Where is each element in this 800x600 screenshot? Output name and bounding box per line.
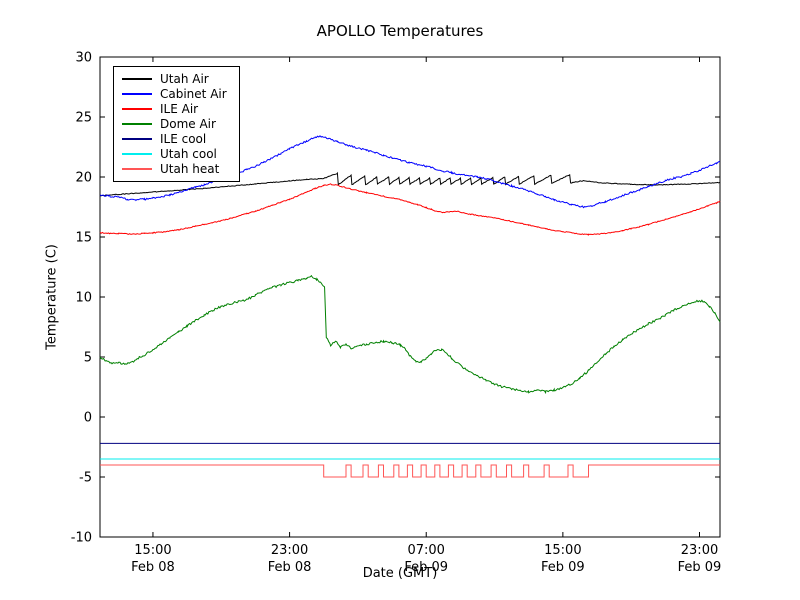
legend-label: Utah heat (160, 162, 220, 176)
legend-line-sample-utah-heat (122, 168, 152, 170)
legend-line-sample-utah-cool (122, 153, 152, 155)
legend-item-utah-heat: Utah heat (122, 162, 227, 176)
y-tick-label: 20 (75, 171, 92, 186)
y-tick-label: 0 (84, 411, 92, 426)
y-tick-label: 30 (75, 51, 92, 66)
x-tick-date-label: Feb 08 (131, 560, 175, 575)
x-tick-time-label: 15:00 (134, 543, 171, 558)
legend-label: Utah Air (160, 72, 209, 86)
y-tick-label: -5 (79, 471, 92, 486)
legend-label: ILE cool (160, 132, 207, 146)
y-tick-label: 5 (84, 351, 92, 366)
x-tick-date-label: Feb 08 (268, 560, 312, 575)
x-tick-time-label: 15:00 (544, 543, 581, 558)
legend-item-ile-air: ILE Air (122, 102, 227, 116)
series-utah-air (100, 171, 721, 197)
y-tick-label: 15 (75, 231, 92, 246)
x-tick-date-label: Feb 09 (404, 560, 448, 575)
legend-item-utah-air: Utah Air (122, 72, 227, 86)
y-tick-label: 10 (75, 291, 92, 306)
legend-line-sample-ile-cool (122, 138, 152, 140)
legend: Utah Air Cabinet Air ILE Air Dome Air ILE co… (113, 66, 240, 182)
legend-line-sample-dome-air (122, 123, 152, 125)
x-tick-time-label: 23:00 (681, 543, 718, 558)
y-tick-label: -10 (71, 531, 92, 546)
chart-title: APOLLO Temperatures (316, 22, 484, 40)
series-cabinet-air (99, 135, 721, 209)
legend-item-utah-cool: Utah cool (122, 147, 227, 161)
x-tick-date-label: Feb 09 (541, 560, 585, 575)
series-dome-air (99, 274, 721, 395)
x-tick-time-label: 07:00 (407, 543, 444, 558)
legend-line-sample-utah-air (122, 78, 152, 80)
legend-label: ILE Air (160, 102, 199, 116)
x-tick-date-label: Feb 09 (678, 560, 722, 575)
legend-label: Utah cool (160, 147, 217, 161)
legend-item-cabinet-air: Cabinet Air (122, 87, 227, 101)
series-ile-air (99, 183, 721, 236)
x-axis-label: Date (GMT) (362, 566, 438, 581)
legend-label: Dome Air (160, 117, 216, 131)
x-tick-time-label: 23:00 (271, 543, 308, 558)
legend-line-sample-cabinet-air (122, 93, 152, 95)
y-tick-label: 25 (75, 111, 92, 126)
series-utah-heat (100, 464, 720, 478)
legend-line-sample-ile-air (122, 108, 152, 110)
legend-item-ile-cool: ILE cool (122, 132, 227, 146)
legend-item-dome-air: Dome Air (122, 117, 227, 131)
legend-label: Cabinet Air (160, 87, 227, 101)
